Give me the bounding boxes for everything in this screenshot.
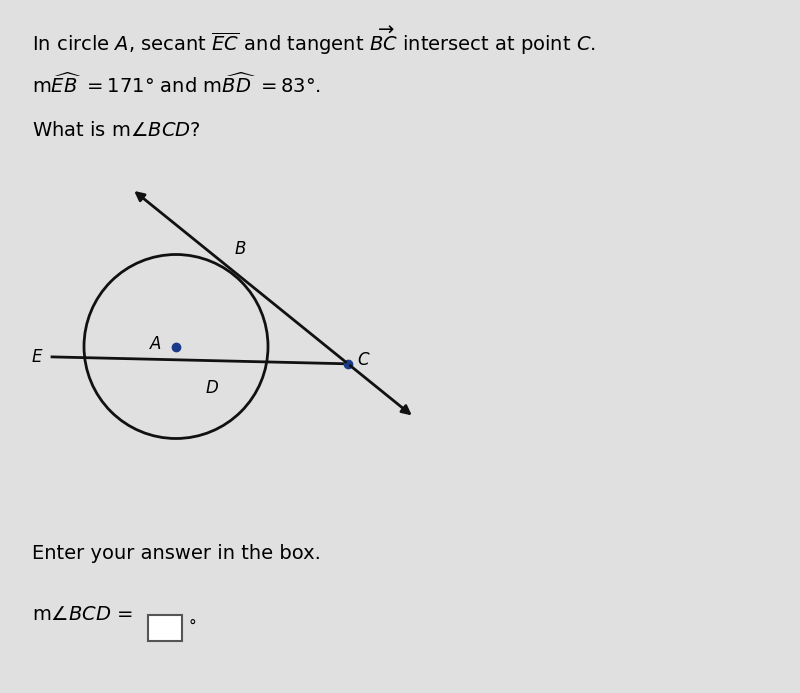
Text: What is m$\angle BCD$?: What is m$\angle BCD$?: [32, 121, 201, 140]
Text: C: C: [358, 351, 370, 369]
Text: Enter your answer in the box.: Enter your answer in the box.: [32, 544, 321, 563]
Text: m$\widehat{EB}$ $= 171°$ and m$\widehat{BD}$ $= 83°$.: m$\widehat{EB}$ $= 171°$ and m$\widehat{…: [32, 73, 321, 97]
Text: D: D: [206, 379, 218, 397]
Text: m$\angle BCD$ =: m$\angle BCD$ =: [32, 605, 135, 624]
Text: B: B: [234, 240, 246, 258]
FancyBboxPatch shape: [148, 615, 182, 641]
Text: E: E: [32, 348, 42, 366]
Text: °: °: [188, 619, 196, 633]
Text: A: A: [150, 335, 162, 353]
Text: In circle $A$, secant $\overline{EC}$ and tangent $\overrightarrow{BC}$ intersec: In circle $A$, secant $\overline{EC}$ an…: [32, 24, 596, 57]
